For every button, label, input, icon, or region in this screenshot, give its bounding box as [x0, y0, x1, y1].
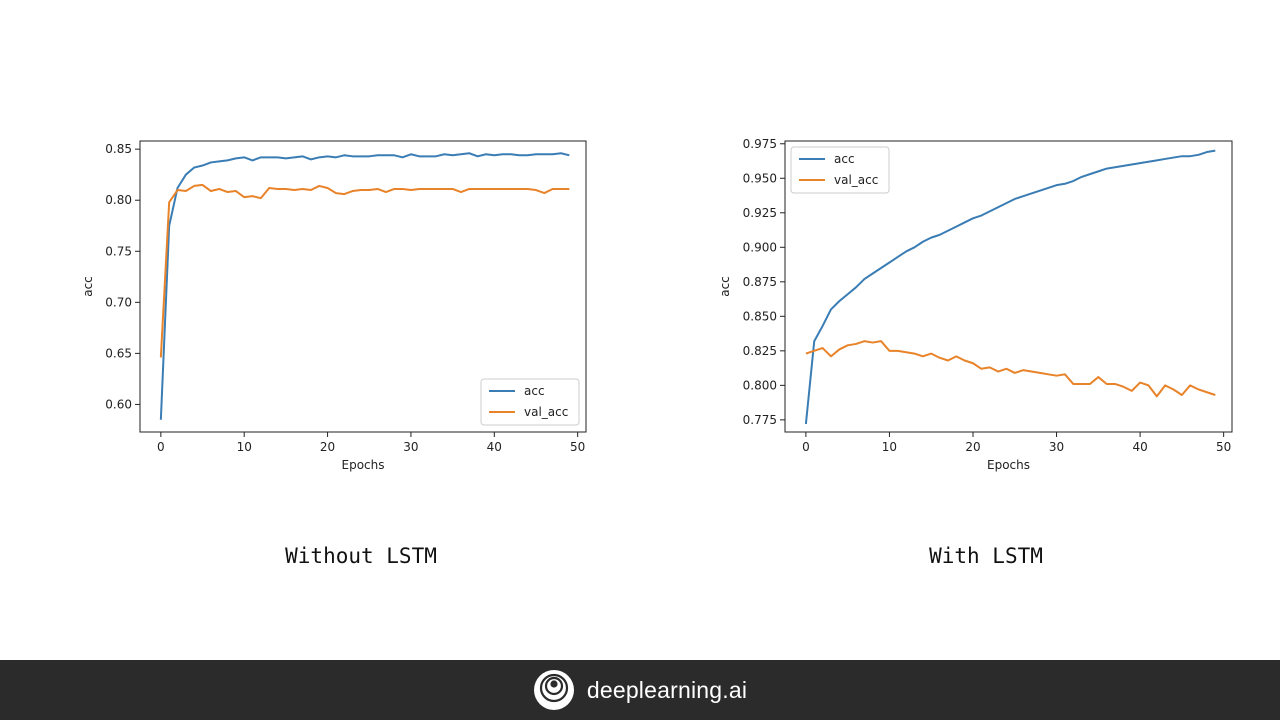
footer-bar: deeplearning.ai [0, 660, 1280, 720]
y-tick-label: 0.80 [105, 193, 132, 207]
y-tick-label: 0.875 [743, 275, 777, 289]
legend: acc val_acc [790, 146, 890, 194]
y-tick-label: 0.950 [743, 171, 777, 185]
caption-with-lstm: With LSTM [929, 544, 1043, 568]
series-line-val-acc [159, 183, 570, 358]
y-tick-label: 0.975 [743, 137, 777, 151]
x-tick-label: 30 [1049, 440, 1064, 454]
slide: 0 10 20 30 40 50 0.60 0.65 0.70 0.75 0.80 0.85 Epoch… [81, 136, 1233, 568]
x-tick-label: 10 [882, 440, 897, 454]
brand: deeplearning.ai [533, 669, 747, 711]
y-tick-label: 0.60 [105, 397, 132, 411]
y-tick-label: 0.65 [105, 346, 132, 360]
x-tick-label: 30 [403, 440, 418, 454]
x-tick-label: 20 [965, 440, 980, 454]
y-axis-label: acc [718, 276, 732, 297]
series-line-acc [804, 149, 1216, 425]
legend-label-acc: acc [834, 152, 855, 166]
legend-label-val-acc: val_acc [834, 173, 878, 187]
chart-without-lstm: 0 10 20 30 40 50 0.60 0.65 0.70 0.75 0.80 0.85 Epoch… [81, 140, 587, 472]
legend: acc val_acc [480, 378, 580, 426]
x-axis-label: Epochs [342, 458, 385, 472]
series-line-val-acc [805, 340, 1216, 398]
y-tick-label: 0.825 [743, 344, 777, 358]
x-axis-label: Epochs [987, 458, 1030, 472]
y-tick-label: 0.70 [105, 295, 132, 309]
caption-without-lstm: Without LSTM [285, 544, 437, 568]
x-tick-label: 0 [802, 440, 810, 454]
y-tick-label: 0.85 [105, 142, 132, 156]
x-tick-label: 10 [237, 440, 252, 454]
x-tick-label: 20 [320, 440, 335, 454]
y-tick-label: 0.900 [743, 240, 777, 254]
brand-name: deeplearning.ai [586, 676, 748, 703]
plot-frame [139, 140, 587, 433]
x-tick-label: 50 [570, 440, 585, 454]
legend-label-val-acc: val_acc [524, 405, 568, 419]
deeplearning-logo-icon [533, 670, 574, 710]
y-tick-label: 0.925 [743, 206, 777, 220]
chart-with-lstm: 0 10 20 30 40 50 0.775 0.800 0.825 0.850 0.875 0.90… [718, 137, 1233, 472]
y-tick-label: 0.75 [105, 244, 132, 258]
series-line-acc [159, 152, 570, 420]
y-tick-label: 0.800 [743, 378, 777, 392]
legend-label-acc: acc [524, 384, 545, 398]
plot-frame [784, 140, 1233, 433]
x-tick-label: 40 [1132, 440, 1147, 454]
y-axis-label: acc [81, 276, 95, 297]
y-tick-label: 0.775 [743, 413, 777, 427]
x-tick-label: 50 [1216, 440, 1231, 454]
x-tick-label: 40 [487, 440, 502, 454]
x-tick-label: 0 [157, 440, 165, 454]
charts-canvas: 0 10 20 30 40 50 0.60 0.65 0.70 0.75 0.80 0.85 Epoch… [81, 137, 1233, 472]
y-tick-label: 0.850 [743, 309, 777, 323]
